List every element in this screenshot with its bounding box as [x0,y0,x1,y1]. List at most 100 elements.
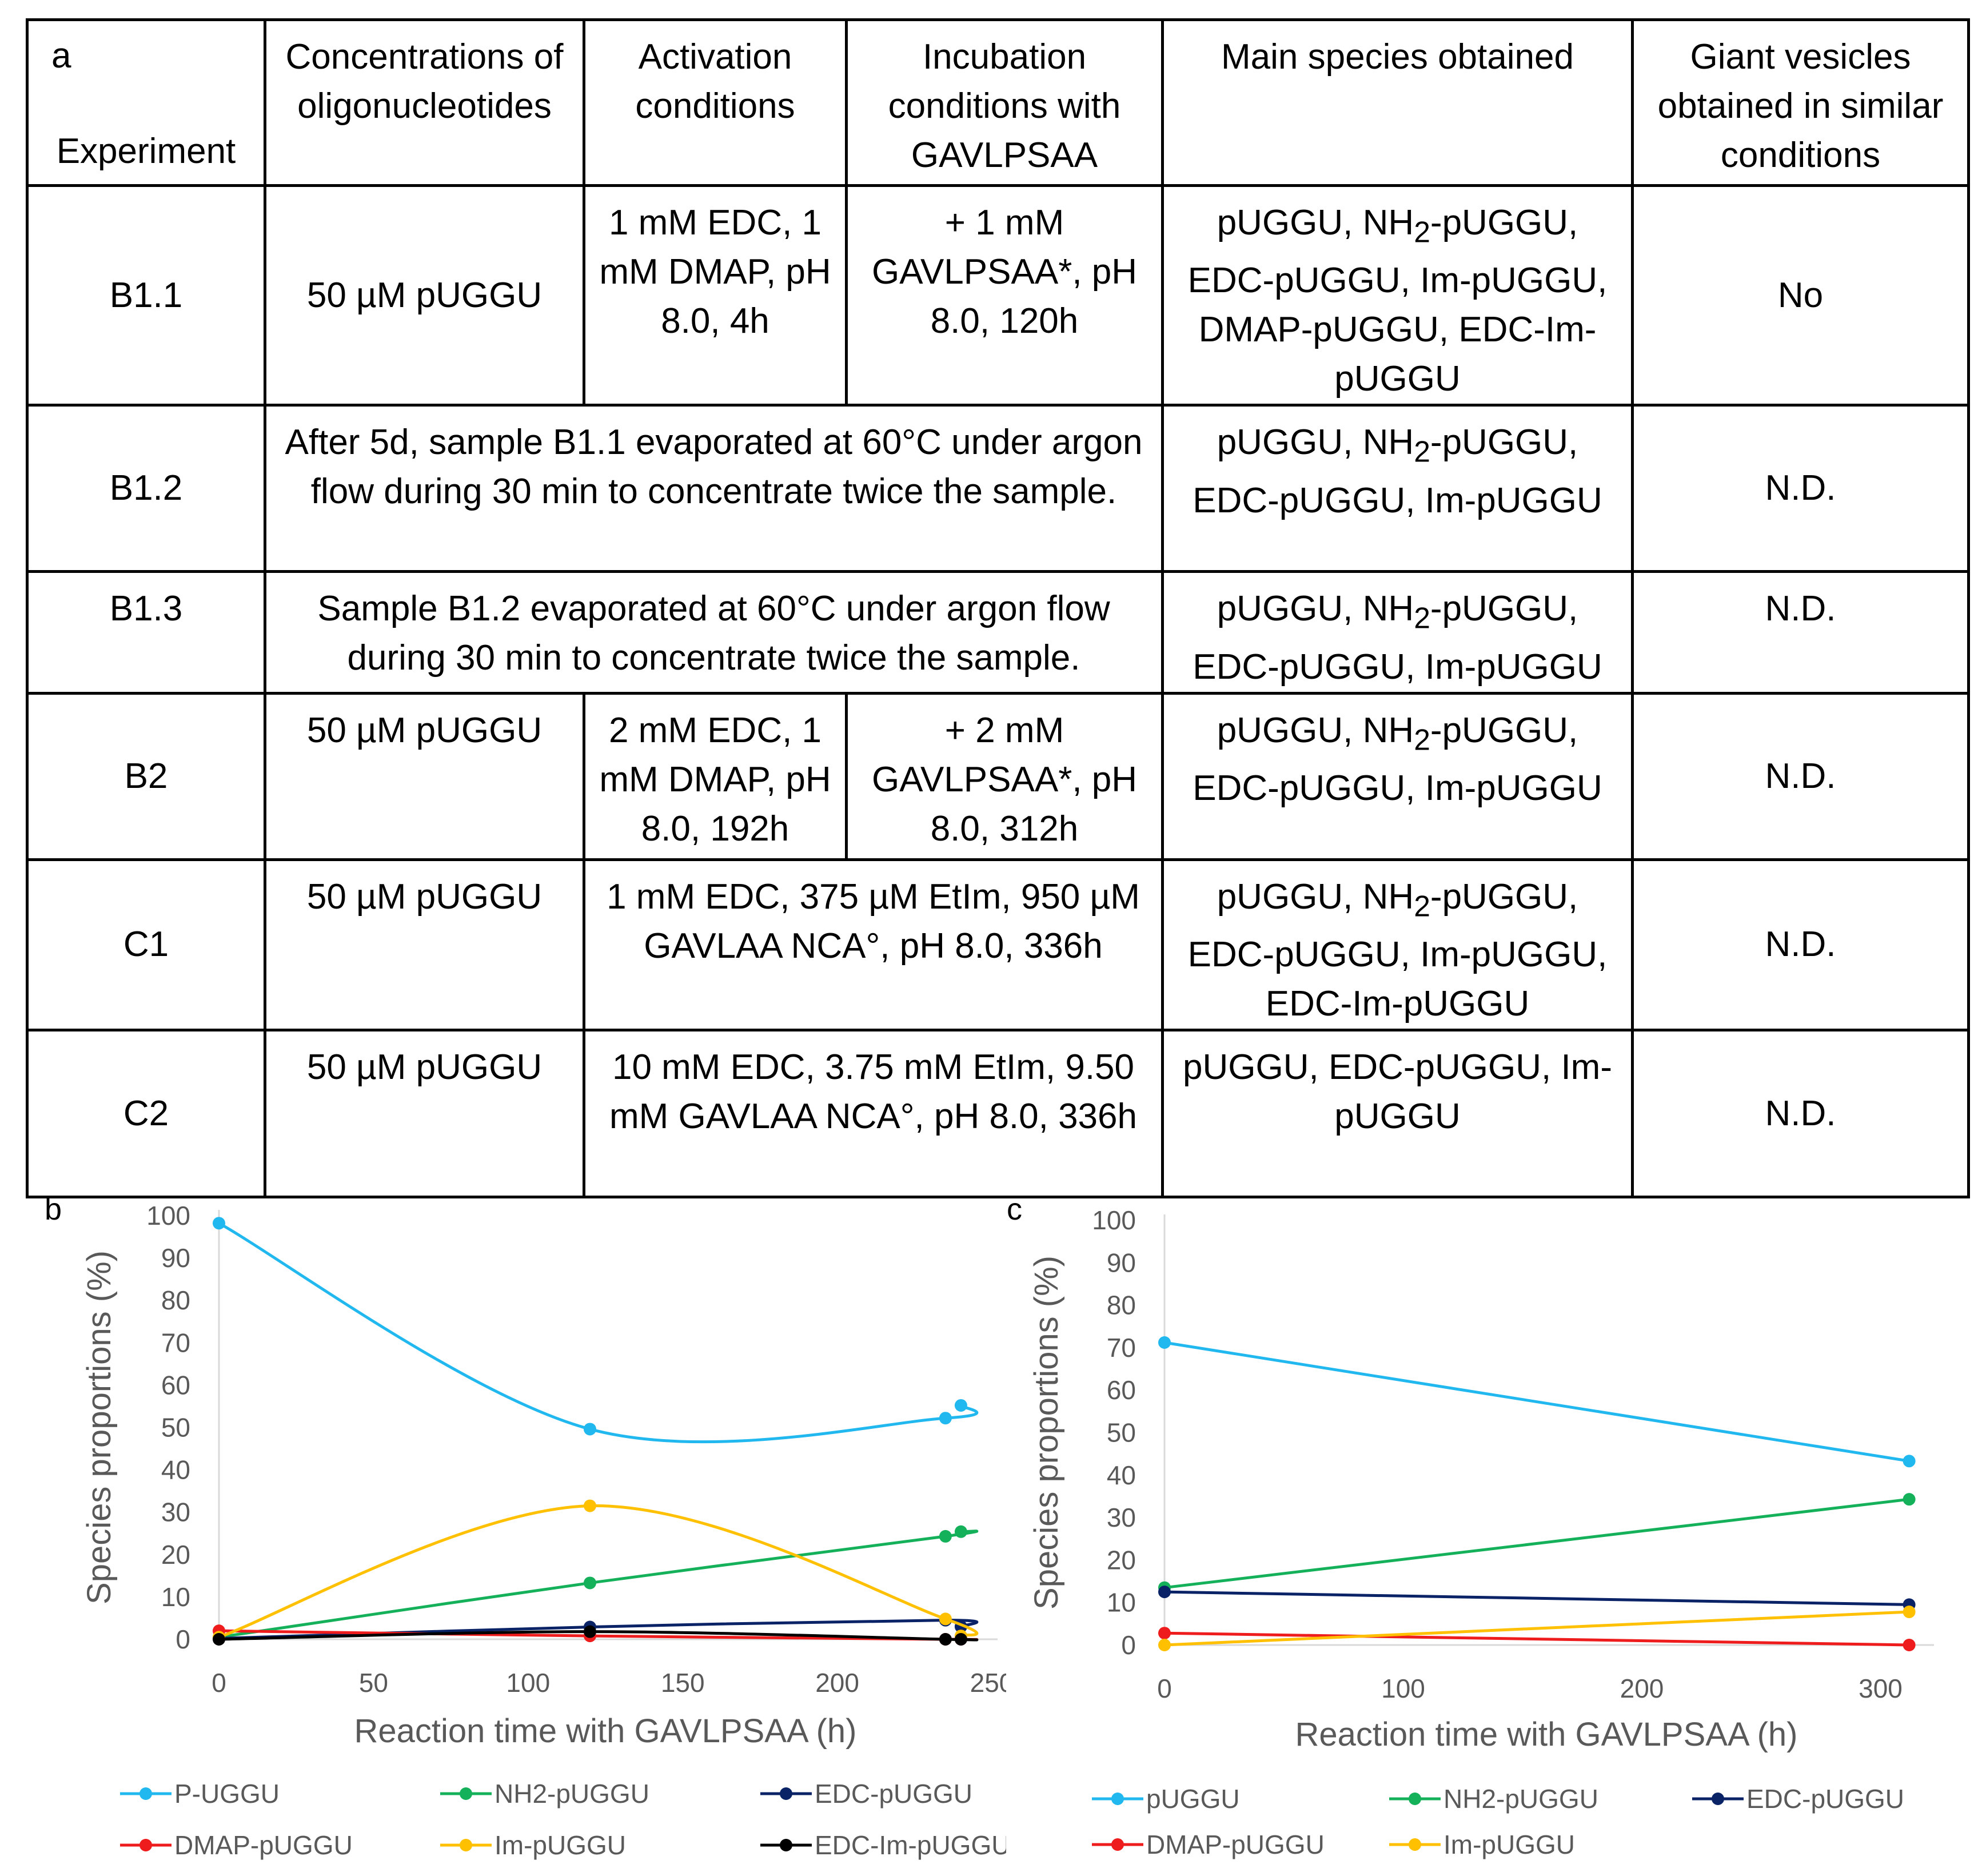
data-point [1158,1586,1171,1599]
y-tick-label: 70 [1107,1333,1136,1363]
y-axis-title: Species proportions (%) [81,1250,118,1604]
series-line-nh2-puggu [218,1530,979,1639]
experiment-table: a Experiment Concentrations of oligonucl… [26,18,1970,1199]
legend-label: NH2-pUGGU [494,1779,649,1809]
cell-activation: 1 mM EDC, 1 mM DMAP, pH 8.0, 4h [583,184,848,407]
legend-label: Im-pUGGU [1443,1830,1575,1859]
legend-label: EDC-pUGGU [815,1779,972,1809]
legend-swatch-marker [780,1787,792,1800]
y-tick-label: 80 [1107,1291,1136,1320]
cell-vesicles: N.D. [1631,404,1970,573]
data-point [213,1633,225,1646]
cell-species: pUGGU, NH2-pUGGU, EDC-pUGGU, Im-pUGGU, E… [1161,858,1634,1032]
table-row: C2 50 µM pUGGU 10 mM EDC, 3.75 mM EtIm, … [26,1029,1970,1199]
y-tick-label: 50 [1107,1418,1136,1448]
table-header-row: a Experiment Concentrations of oligonucl… [26,18,1970,187]
x-tick-label: 150 [661,1668,705,1698]
x-tick-label: 200 [1620,1674,1664,1703]
y-tick-label: 30 [1107,1503,1136,1532]
series-line-puggu [1164,1341,1909,1463]
y-tick-label: 10 [161,1582,190,1612]
chart-b: b 0 10 20 30 40 50 60 70 80 90 100 0 50 100 150 200 250 Re… [45,1192,1006,1860]
x-tick-label: 100 [506,1668,550,1698]
y-tick-label: 0 [176,1624,190,1654]
cell-vesicles: N.D. [1631,858,1970,1032]
header-vesicles: Giant vesicles obtained in similar condi… [1631,18,1970,187]
y-tick-label: 100 [1092,1205,1136,1235]
header-experiment: a Experiment [26,18,266,187]
header-incubation: Incubation conditions with GAVLPSAA [845,18,1164,187]
data-point [954,1633,967,1646]
x-tick-label: 250 [970,1668,1006,1698]
legend-label: Im-pUGGU [494,1830,626,1860]
cell-experiment: C2 [26,1029,266,1199]
x-tick-label: 200 [815,1668,859,1698]
cell-concentration: 50 µM pUGGU [264,1029,585,1199]
y-tick-label: 0 [1121,1630,1136,1660]
legend-swatch-marker [780,1839,792,1851]
y-axis-title: Species proportions (%) [1028,1256,1065,1610]
legend-label: NH2-pUGGU [1443,1784,1598,1814]
panel-label-a: a [51,36,71,75]
x-axis-title: Reaction time with GAVLPSAA (h) [1295,1716,1798,1753]
data-point [939,1530,952,1543]
cell-vesicles: N.D. [1631,570,1970,695]
data-point [1903,1455,1916,1468]
cell-incubation: + 2 mM GAVLPSAA*, pH 8.0, 312h [845,691,1164,861]
cell-species: pUGGU, EDC-pUGGU, Im-pUGGU [1161,1029,1634,1199]
cell-concentration: 50 µM pUGGU [264,858,585,1032]
y-tick-label: 20 [1107,1545,1136,1575]
panel-label: b [45,1192,62,1226]
data-point [939,1612,952,1626]
data-point [1903,1606,1916,1619]
header-species: Main species obtained [1161,18,1634,187]
cell-incubation: + 1 mM GAVLPSAA*, pH 8.0, 120h [845,184,1164,407]
cell-species: pUGGU, NH2-pUGGU, EDC-pUGGU, Im-pUGGU [1161,404,1634,573]
legend-swatch-marker [139,1787,152,1800]
legend-swatch-marker [460,1787,472,1800]
x-tick-label: 300 [1859,1674,1903,1703]
cell-concentration: 50 µM pUGGU [264,184,585,407]
cell-conditions: 1 mM EDC, 375 µM EtIm, 950 µM GAVLAA NCA… [583,858,1164,1032]
cell-merged-conditions: Sample B1.2 evaporated at 60°C under arg… [264,570,1164,695]
experiment-table-panel: a Experiment Concentrations of oligonucl… [26,18,1970,1199]
legend-label: DMAP-pUGGU [1146,1830,1325,1859]
cell-vesicles: No [1631,184,1970,407]
legend-label: P-UGGU [174,1779,280,1809]
cell-vesicles: N.D. [1631,691,1970,861]
legend-swatch-marker [1111,1793,1124,1805]
legend-swatch-marker [1409,1838,1421,1851]
y-tick-label: 40 [1107,1460,1136,1490]
table-row: B1.2 After 5d, sample B1.1 evaporated at… [26,404,1970,573]
table-row: C1 50 µM pUGGU 1 mM EDC, 375 µM EtIm, 95… [26,858,1970,1032]
header-concentrations: Concentrations of oligonucleotides [264,18,585,187]
table-row: B1.1 50 µM pUGGU 1 mM EDC, 1 mM DMAP, pH… [26,184,1970,407]
cell-experiment: B1.1 [26,184,266,407]
data-point [583,1423,596,1436]
table-row: B2 50 µM pUGGU 2 mM EDC, 1 mM DMAP, pH 8… [26,691,1970,861]
cell-species: pUGGU, NH2-pUGGU, EDC-pUGGU, Im-pUGGU [1161,691,1634,861]
cell-merged-conditions: After 5d, sample B1.1 evaporated at 60°C… [264,404,1164,573]
cell-experiment: C1 [26,858,266,1032]
data-point [583,1576,596,1590]
cell-species: pUGGU, NH2-pUGGU, EDC-pUGGU, Im-pUGGU, D… [1161,184,1634,407]
panel-label: c [1007,1192,1022,1226]
y-tick-label: 30 [161,1497,190,1527]
y-tick-label: 90 [161,1243,190,1273]
data-point [213,1217,225,1230]
y-tick-label: 100 [146,1201,190,1230]
cell-vesicles: N.D. [1631,1029,1970,1199]
series-line-im-puggu [1164,1610,1909,1647]
x-tick-label: 50 [359,1668,388,1698]
cell-concentration: 50 µM pUGGU [264,691,585,861]
y-tick-label: 40 [161,1455,190,1485]
legend-swatch-marker [1712,1793,1724,1805]
x-tick-label: 100 [1381,1674,1425,1703]
y-tick-label: 80 [161,1285,190,1315]
legend-swatch-marker [139,1839,152,1851]
y-tick-label: 20 [161,1540,190,1570]
cell-experiment: B2 [26,691,266,861]
data-point [954,1399,967,1412]
legend-label: EDC-pUGGU [1746,1784,1904,1814]
data-point [583,1499,596,1512]
